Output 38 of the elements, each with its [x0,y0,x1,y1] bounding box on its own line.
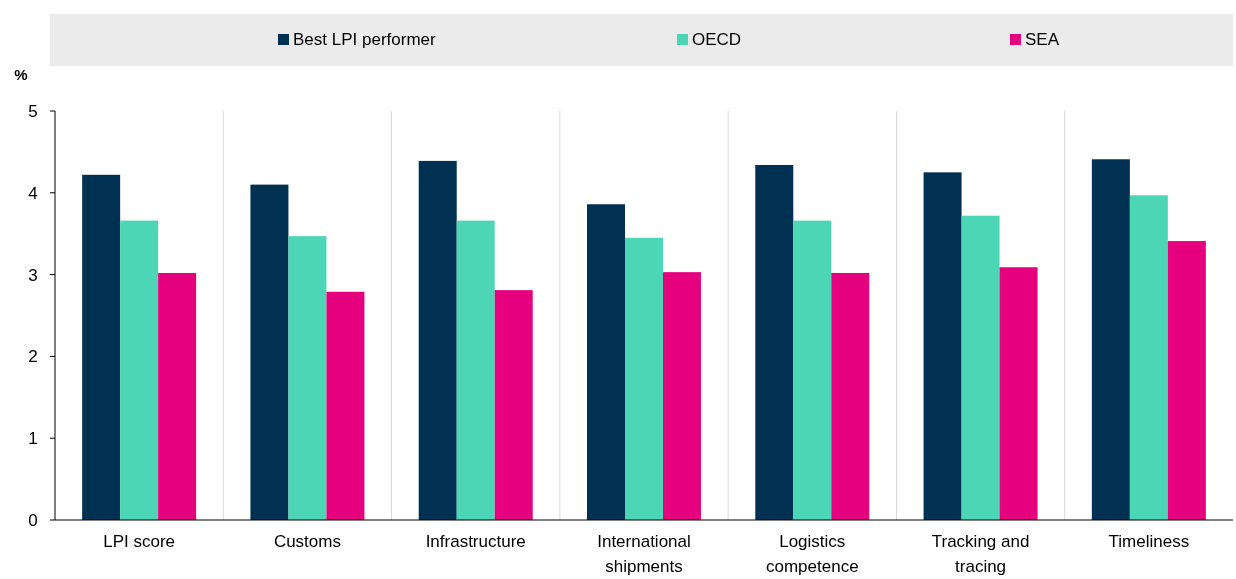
bar [587,204,625,520]
x-tick-label: Tracking and tracing [931,532,1030,576]
bar [755,164,794,520]
bar [663,272,701,520]
bar [456,220,495,520]
bar [82,174,121,520]
bar [831,272,870,520]
y-tick-label: 3 [28,265,38,285]
legend-label: SEA [1025,30,1060,49]
bar [625,237,663,520]
bar [1129,195,1168,520]
bar [288,236,327,520]
bar [793,220,832,520]
x-tick-label: LPI score [103,532,176,551]
bar [494,290,533,520]
bar [120,220,159,520]
bar [418,160,457,520]
x-tick-label: Timeliness [1108,532,1190,551]
x-tick-label: Customs [273,532,341,551]
bar [158,272,197,520]
bar [961,215,1000,520]
bar [326,291,365,520]
y-axis-title: % [14,66,28,83]
y-tick-label: 0 [28,511,38,530]
bar [1167,241,1206,520]
x-tick-label: Logistics competence [765,532,859,576]
bar [923,172,962,520]
y-tick-label: 2 [28,347,38,367]
bar [250,184,289,520]
bar [1091,159,1130,520]
x-tick-label: International shipments [597,532,691,576]
y-tick-label: 1 [28,429,38,449]
bar [999,267,1038,520]
y-tick-label: 5 [28,102,38,121]
legend-label: Best LPI performer [293,30,436,49]
x-tick-label: Infrastructure [425,532,526,551]
y-tick-label: 4 [28,183,38,203]
legend-label: OECD [692,30,742,49]
